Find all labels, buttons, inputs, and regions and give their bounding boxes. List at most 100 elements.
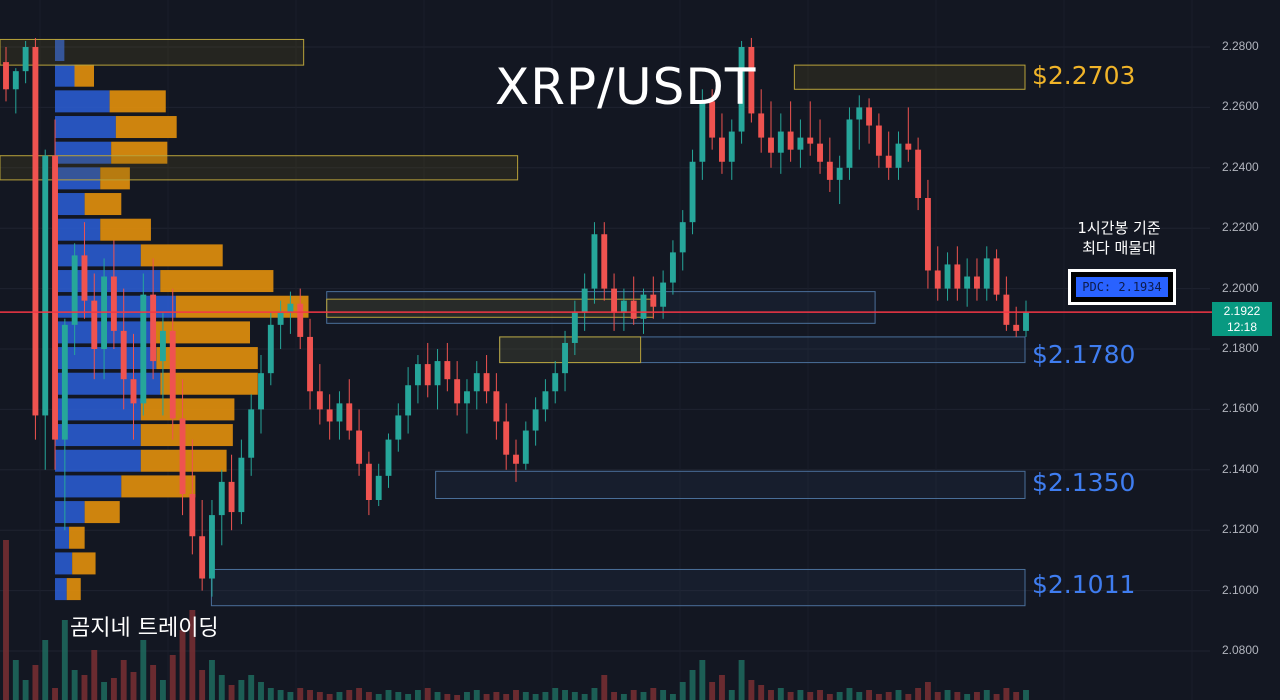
vp-buy-bar (55, 218, 101, 241)
volume-bar (61, 620, 68, 700)
volume-bar (287, 692, 294, 700)
candle-body (620, 300, 627, 313)
vp-buy-bar (55, 270, 161, 293)
y-tick-label: 2.2400 (1222, 159, 1259, 174)
candle-body (189, 493, 196, 537)
supply-zone (499, 336, 642, 364)
vp-sell-bar (74, 64, 94, 87)
candle-body (71, 255, 78, 325)
volume-bar (571, 692, 578, 700)
volume-bar (228, 685, 235, 700)
volume-bar (542, 692, 549, 700)
volume-bar (12, 660, 19, 700)
volume-bar (81, 675, 88, 700)
volume-bar (630, 690, 637, 700)
volume-bar (964, 694, 971, 700)
volume-bar (650, 688, 657, 700)
volume-bar (817, 690, 823, 700)
volume-bar (640, 692, 647, 700)
candle-body (640, 294, 647, 319)
vp-buy-bar (55, 167, 101, 190)
volume-bar (473, 690, 480, 700)
volume-bar (179, 630, 186, 700)
vp-sell-bar (160, 372, 258, 395)
current-price-tag: 2.1922 12:18 (1212, 302, 1272, 336)
volume-bar (199, 670, 206, 700)
candle-body (307, 336, 313, 392)
candle-body (552, 373, 559, 392)
candle-body (414, 364, 421, 386)
vp-buy-bar (55, 116, 116, 139)
volume-bar (336, 692, 343, 700)
volume-bar (101, 682, 108, 700)
candle-body (944, 264, 951, 289)
candle-body (91, 300, 98, 349)
volume-bar (846, 688, 853, 700)
y-tick-label: 2.1600 (1222, 401, 1259, 416)
candle-body (346, 403, 353, 431)
y-tick-label: 2.1200 (1222, 522, 1259, 537)
volume-bar (248, 675, 255, 700)
volume-bar (209, 660, 215, 700)
vp-sell-bar (156, 347, 258, 370)
volume-bar (699, 660, 706, 700)
volume-bar (375, 694, 382, 700)
candle-body (964, 276, 971, 289)
candle-body (689, 161, 696, 223)
candle-body (336, 403, 343, 422)
candle-body (875, 125, 882, 156)
vp-sell-bar (109, 90, 166, 113)
demand-zone (499, 336, 1026, 364)
y-tick-label: 2.2000 (1222, 280, 1259, 295)
vp-buy-bar (55, 424, 141, 447)
y-tick-label: 2.1800 (1222, 341, 1259, 355)
volume-bar (32, 665, 39, 700)
candle-body (777, 131, 784, 153)
volume-bar (944, 690, 951, 700)
supply-zone (0, 155, 519, 181)
level-label-2-1350: $2.1350 (1032, 468, 1136, 497)
candle-body (748, 47, 755, 114)
volume-bar (454, 695, 461, 700)
candle-body (513, 454, 519, 464)
candle-body (562, 342, 568, 374)
volume-bar (150, 665, 157, 700)
candle-body (248, 409, 255, 458)
brand-watermark: 곰지네 트레이딩 (70, 616, 219, 641)
candle-body (52, 155, 58, 440)
volume-bar (267, 688, 274, 700)
vp-buy-bar (55, 475, 122, 498)
candle-body (473, 373, 480, 392)
demand-zone (210, 568, 1026, 607)
vp-buy-bar (55, 64, 75, 87)
vp-buy-bar (55, 578, 67, 601)
volume-bar (856, 692, 863, 700)
volume-bar (581, 694, 588, 700)
volume-bar (493, 692, 500, 700)
candle-body (856, 107, 863, 120)
candle-body (738, 47, 745, 132)
candle-body (542, 391, 549, 410)
candle-body (797, 137, 804, 150)
candle-series (3, 37, 1029, 597)
vp-sell-bar (84, 501, 120, 524)
volume-bar (414, 690, 421, 700)
volume-bar (110, 678, 117, 700)
volume-bar (679, 682, 686, 700)
candle-body (179, 418, 186, 494)
y-tick-label: 2.2600 (1222, 99, 1259, 114)
candle-body (395, 415, 402, 440)
candle-body (326, 409, 333, 422)
volume-bar (826, 694, 833, 700)
candle-body (846, 119, 853, 168)
candle-body (826, 161, 833, 180)
volume-bar (189, 610, 196, 700)
volume-bar (601, 675, 608, 700)
candle-body (954, 264, 961, 289)
candle-body (150, 294, 157, 362)
vp-sell-bar (152, 321, 250, 344)
volume-bar (768, 690, 774, 700)
candle-body (895, 143, 902, 168)
demand-zone (435, 470, 1026, 499)
